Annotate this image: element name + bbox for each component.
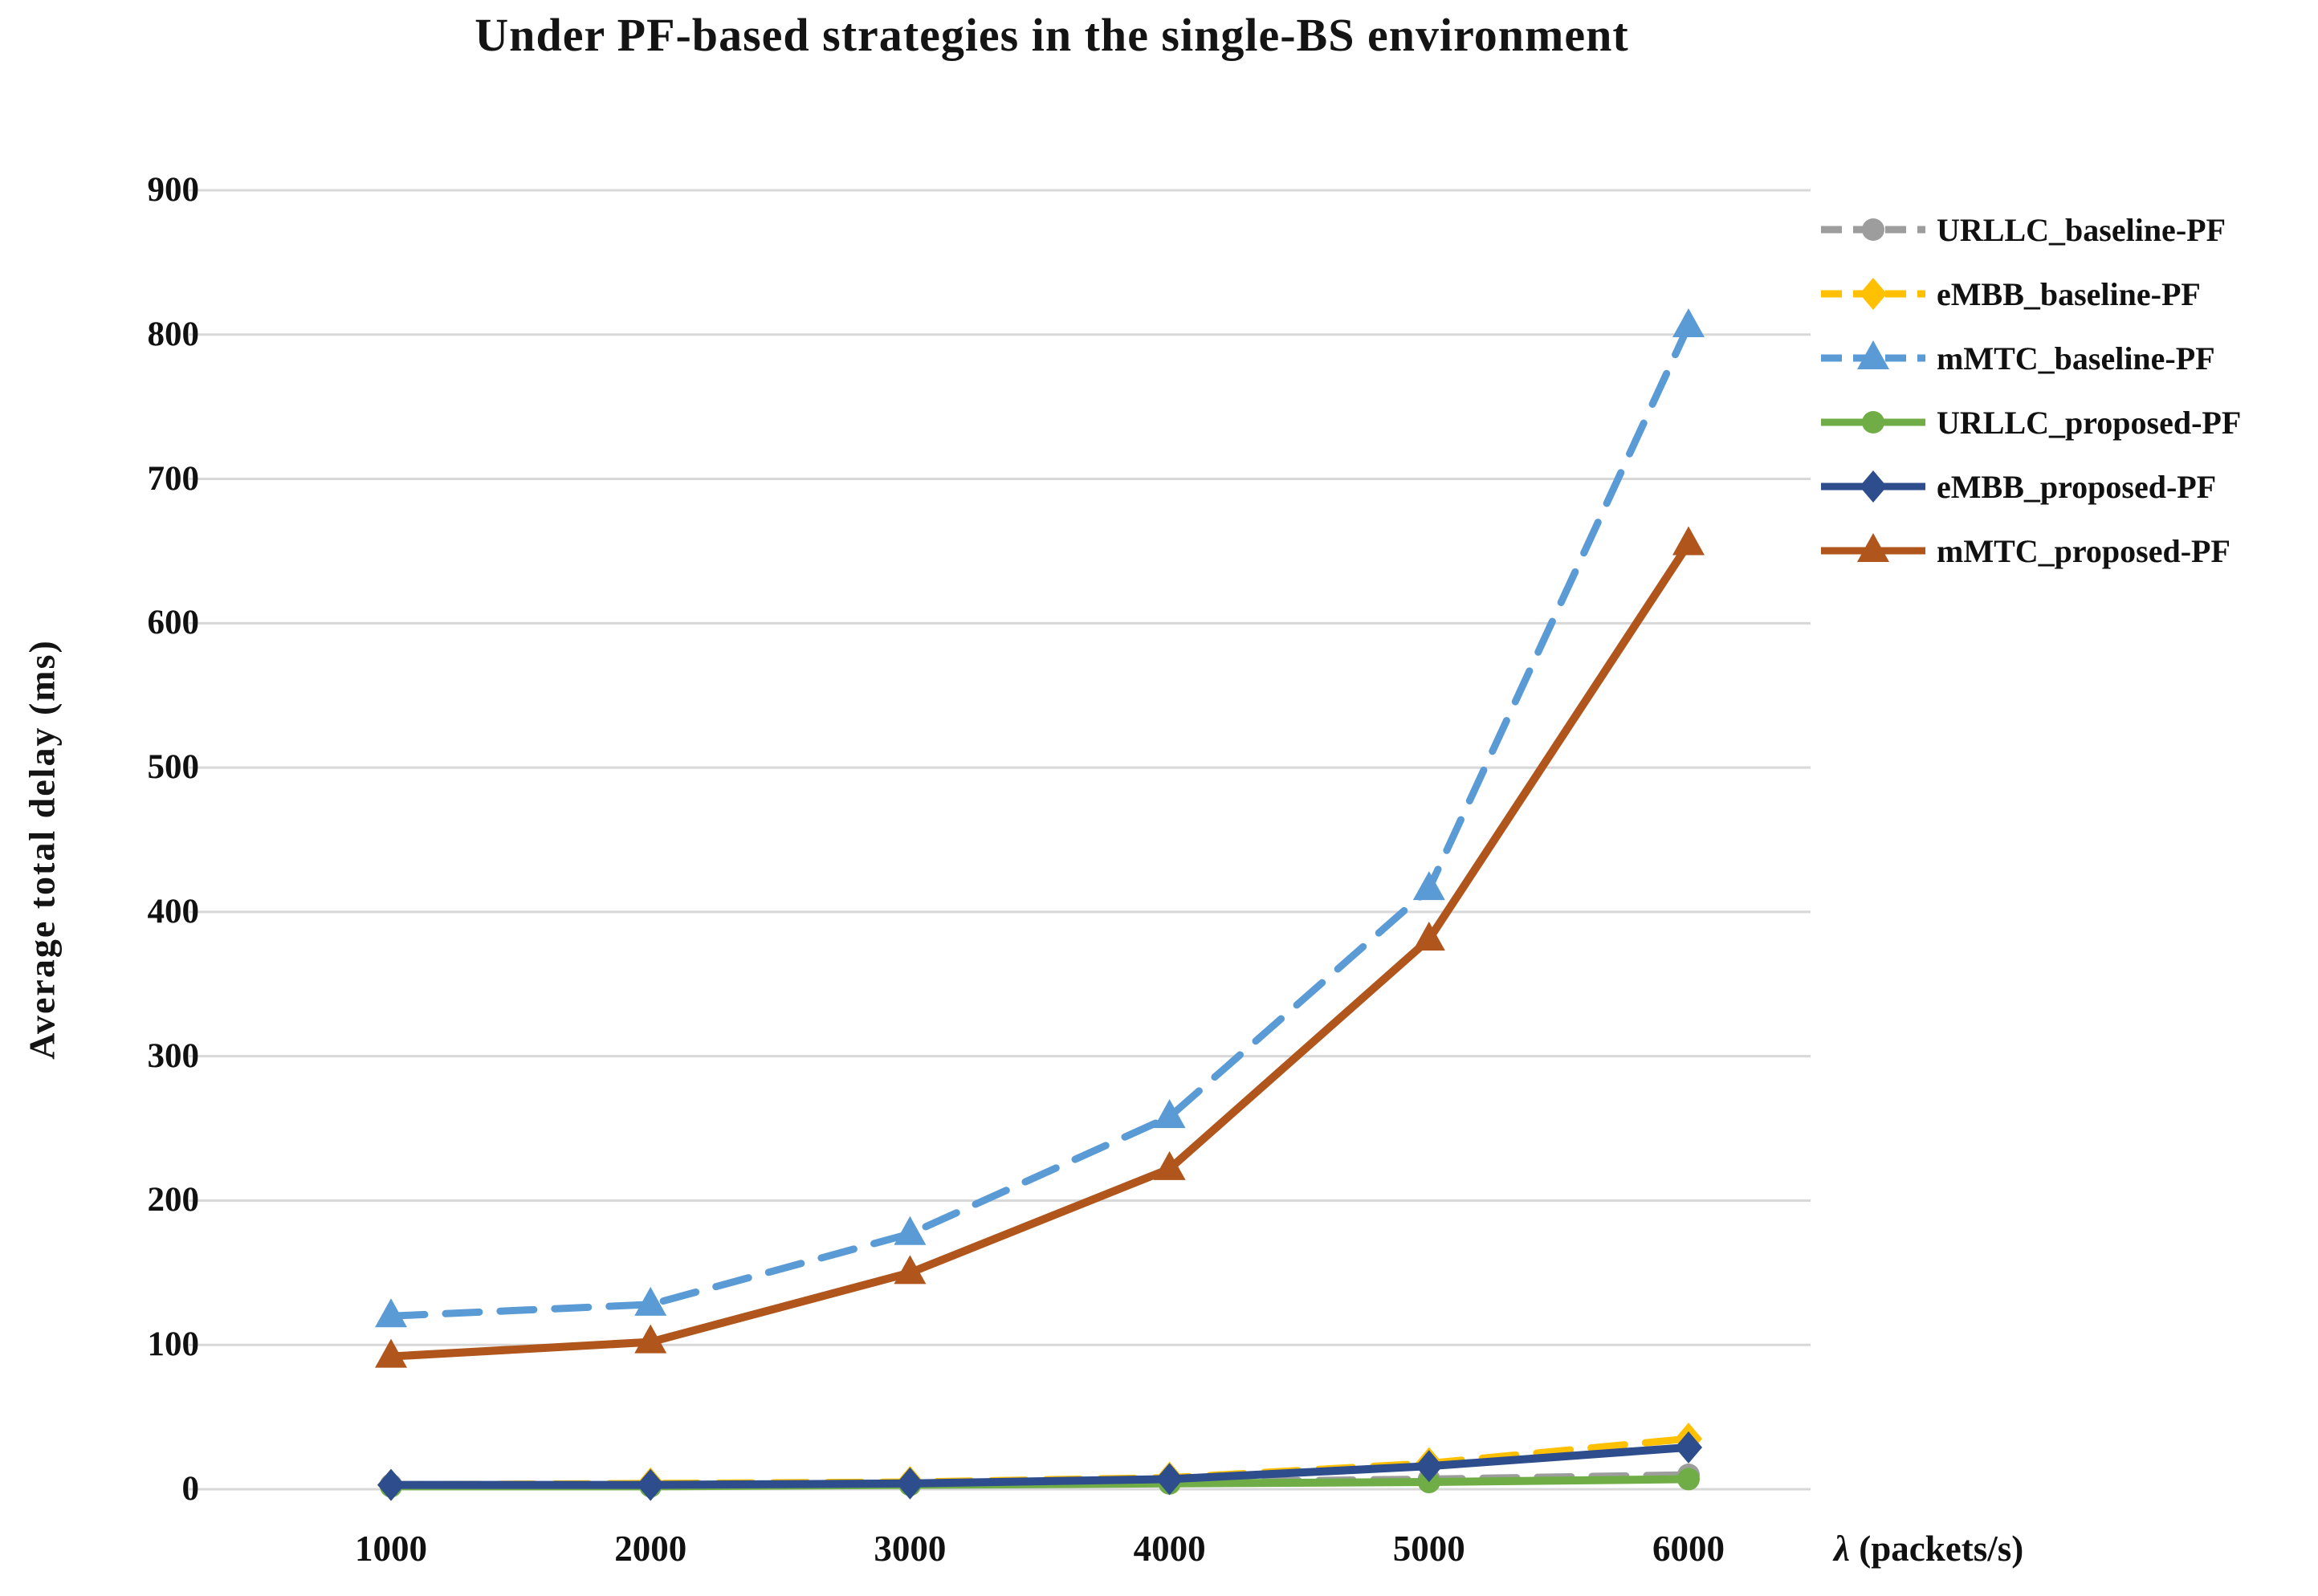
data-point-marker-mMTC_proposed-PF — [375, 1338, 407, 1368]
legend-line-sample-diamond-icon — [1821, 470, 1925, 503]
data-point-marker-mMTC_baseline-PF — [1412, 871, 1445, 901]
y-tick-label: 0 — [181, 1470, 200, 1508]
y-tick-label: 700 — [147, 459, 200, 498]
legend-label: eMBB_baseline-PF — [1937, 275, 2201, 312]
data-point-marker-eMBB_proposed-PF — [1675, 1431, 1702, 1464]
legend-line-sample-diamond-icon — [1821, 278, 1925, 310]
data-point-marker-eMBB_proposed-PF — [896, 1467, 924, 1500]
legend-item-eMBB_baseline-PF: eMBB_baseline-PF — [1819, 262, 2241, 326]
x-tick-label: 5000 — [1392, 1529, 1465, 1569]
legend-marker-triangle-icon — [1857, 533, 1889, 562]
y-tick-label: 900 — [147, 171, 200, 209]
legend-item-URLLC_proposed-PF: URLLC_proposed-PF — [1819, 390, 2241, 454]
legend-label: eMBB_proposed-PF — [1937, 468, 2217, 505]
legend-label: mMTC_baseline-PF — [1937, 340, 2215, 377]
y-tick-label: 300 — [147, 1036, 200, 1075]
y-tick-label: 100 — [147, 1325, 200, 1364]
y-tick-label: 400 — [147, 892, 200, 930]
legend-label: mMTC_proposed-PF — [1937, 532, 2230, 569]
data-point-marker-mMTC_proposed-PF — [634, 1324, 667, 1354]
data-point-marker-eMBB_proposed-PF — [1155, 1463, 1183, 1496]
data-point-marker-mMTC_baseline-PF — [375, 1298, 407, 1328]
x-tick-label: 3000 — [874, 1529, 947, 1569]
x-tick-label: 2000 — [614, 1529, 687, 1569]
series-line-eMBB_proposed-PF — [387, 1443, 1693, 1489]
legend-label: URLLC_baseline-PF — [1937, 211, 2226, 248]
legend-line-sample-circle-icon — [1821, 411, 1925, 434]
legend-item-eMBB_proposed-PF: eMBB_proposed-PF — [1819, 454, 2241, 519]
data-point-marker-mMTC_proposed-PF — [1412, 922, 1445, 951]
data-point-marker-mMTC_proposed-PF — [894, 1255, 927, 1285]
legend: URLLC_baseline-PF eMBB_baseline-PF mMTC_ba… — [1819, 197, 2241, 583]
data-point-marker-mMTC_baseline-PF — [1672, 307, 1705, 337]
legend-marker-diamond-icon — [1860, 278, 1887, 310]
data-point-marker-mMTC_proposed-PF — [1153, 1150, 1186, 1180]
x-tick-label: 4000 — [1133, 1529, 1206, 1569]
y-tick-label: 200 — [147, 1181, 200, 1219]
legend-line-sample-circle-icon — [1821, 218, 1925, 241]
data-point-marker-eMBB_proposed-PF — [1415, 1450, 1443, 1483]
series-line-mMTC_proposed-PF — [387, 539, 1693, 1361]
y-tick-label: 500 — [147, 748, 200, 787]
series-line-mMTC_baseline-PF — [387, 322, 1693, 1320]
legend-marker-circle-icon — [1862, 218, 1884, 241]
legend-item-mMTC_proposed-PF: mMTC_proposed-PF — [1819, 519, 2241, 583]
legend-item-mMTC_baseline-PF: mMTC_baseline-PF — [1819, 326, 2241, 390]
legend-line-sample-triangle-icon — [1821, 533, 1925, 562]
y-tick-label: 600 — [147, 604, 200, 642]
legend-marker-diamond-icon — [1860, 470, 1887, 503]
data-point-marker-eMBB_proposed-PF — [377, 1468, 405, 1501]
x-tick-label: 6000 — [1652, 1529, 1725, 1569]
x-axis-unit-label: λ (packets/s) — [1834, 1529, 2024, 1569]
x-tick-label: 1000 — [355, 1529, 427, 1569]
data-point-marker-mMTC_baseline-PF — [894, 1215, 927, 1245]
y-tick-label: 800 — [147, 315, 200, 353]
data-point-marker-mMTC_baseline-PF — [634, 1286, 667, 1316]
legend-marker-triangle-icon — [1857, 340, 1889, 369]
chart-title: Under PF-based strategies in the single-… — [475, 9, 1629, 61]
legend-item-URLLC_baseline-PF: URLLC_baseline-PF — [1819, 197, 2241, 262]
data-point-marker-URLLC_proposed-PF — [1677, 1468, 1700, 1491]
data-point-marker-eMBB_proposed-PF — [637, 1468, 665, 1501]
data-point-marker-mMTC_baseline-PF — [1153, 1099, 1186, 1129]
legend-label: URLLC_proposed-PF — [1937, 404, 2242, 441]
legend-marker-circle-icon — [1862, 411, 1884, 434]
legend-line-sample-triangle-icon — [1821, 340, 1925, 369]
data-point-marker-mMTC_proposed-PF — [1672, 526, 1705, 556]
